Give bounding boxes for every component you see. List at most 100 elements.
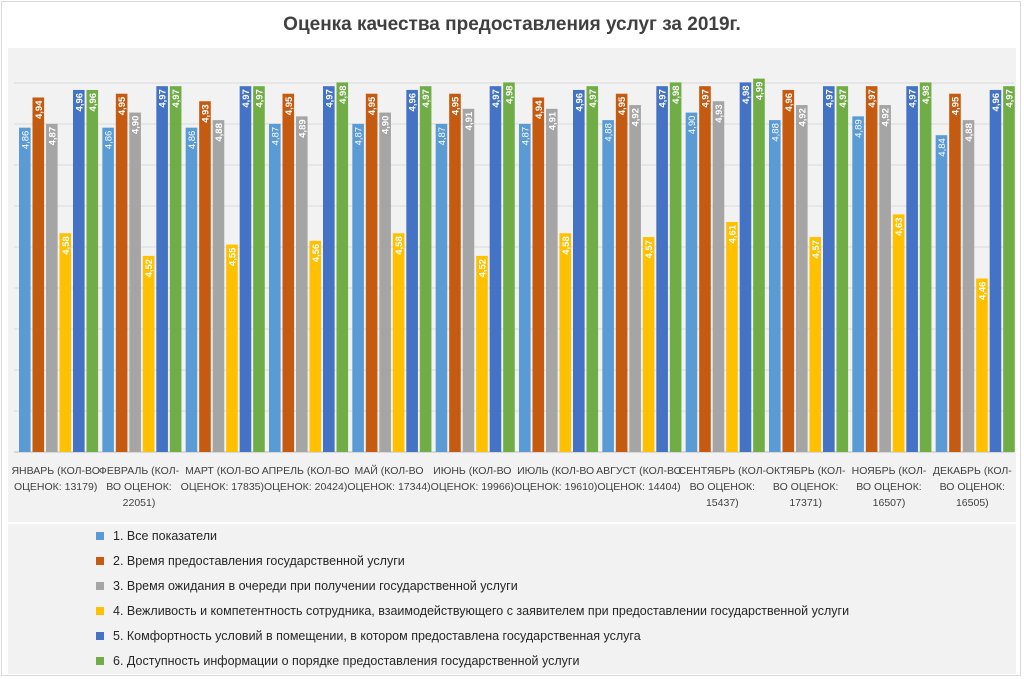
bar-series-1-6 xyxy=(435,123,448,452)
bar-series-4-5 xyxy=(392,233,405,452)
bar-series-5-9 xyxy=(739,82,752,453)
data-label: 4,91 xyxy=(464,111,475,130)
x-tick-label: 16507) xyxy=(873,497,906,509)
x-tick-label: ВО ОЦЕНОК: xyxy=(106,481,171,493)
x-tick-label: МАЙ (КОЛ-ВО xyxy=(355,464,424,477)
data-label: 4,97 xyxy=(171,89,182,108)
bar-series-3-3 xyxy=(212,120,225,452)
data-label: 4,52 xyxy=(144,259,155,278)
data-label: 4,86 xyxy=(104,131,115,150)
x-tick-label: 17371) xyxy=(789,497,822,509)
x-tick-label: ОЦЕНОК: 14404) xyxy=(597,481,680,493)
data-label: 4,95 xyxy=(284,96,295,115)
data-label: 4,95 xyxy=(617,96,628,115)
x-tick-label: ОЦЕНОК: 17344) xyxy=(347,481,430,493)
bar-series-6-12 xyxy=(1003,86,1015,453)
bar-series-5-8 xyxy=(656,86,668,453)
data-label: 4,96 xyxy=(88,93,99,112)
x-tick-label: ИЮЛЬ (КОЛ-ВО xyxy=(517,465,594,477)
data-label: 4,87 xyxy=(354,127,365,146)
x-tick-label: ОЦЕНОК: 13179) xyxy=(14,481,97,493)
legend-label: 1. Все показатели xyxy=(113,529,217,543)
bar-series-4-11 xyxy=(892,214,905,452)
data-label: 4,96 xyxy=(74,93,85,112)
bar-series-2-9 xyxy=(699,86,711,453)
data-label: 4,86 xyxy=(20,131,31,150)
bar-series-5-12 xyxy=(989,89,1002,452)
bar-series-1-7 xyxy=(519,123,531,452)
data-label: 4,95 xyxy=(367,96,378,115)
bar-series-2-3 xyxy=(199,101,211,452)
bar-series-3-5 xyxy=(379,112,391,453)
data-label: 4,46 xyxy=(977,282,988,301)
bar-series-6-9 xyxy=(753,78,765,452)
bar-series-2-12 xyxy=(949,93,961,452)
data-label: 4,90 xyxy=(381,116,392,135)
bar-series-5-7 xyxy=(573,89,585,452)
legend-label: 2. Время предоставления государственной … xyxy=(113,554,405,568)
bar-series-4-3 xyxy=(226,244,238,452)
chart-title: Оценка качества предоставления услуг за … xyxy=(283,14,741,35)
bar-series-4-9 xyxy=(726,221,738,452)
data-label: 4,90 xyxy=(687,116,698,135)
bar-series-6-5 xyxy=(419,86,432,453)
bar-series-2-6 xyxy=(449,93,461,452)
data-label: 4,97 xyxy=(588,89,599,108)
bar-series-5-5 xyxy=(406,89,418,452)
data-label: 4,87 xyxy=(270,127,281,146)
data-label: 4,97 xyxy=(908,89,919,108)
legend-swatch xyxy=(96,607,104,615)
data-label: 4,97 xyxy=(491,89,502,108)
bar-series-3-9 xyxy=(712,101,725,452)
bar-series-3-4 xyxy=(296,116,308,452)
bar-series-1-2 xyxy=(102,127,114,453)
x-tick-label: ЯНВАРЬ (КОЛ-ВО xyxy=(11,465,99,477)
x-tick-label: 16505) xyxy=(956,497,989,509)
bar-series-6-7 xyxy=(586,86,599,453)
data-label: 4,88 xyxy=(770,123,781,142)
data-label: 4,58 xyxy=(61,236,72,255)
bar-series-6-10 xyxy=(836,86,849,453)
legend-item-2: 2. Время предоставления государственной … xyxy=(96,552,405,570)
data-label: 4,96 xyxy=(991,93,1002,112)
bar-series-5-6 xyxy=(489,86,502,453)
data-label: 4,52 xyxy=(477,259,488,278)
bar-series-4-2 xyxy=(142,255,155,452)
bar-series-5-10 xyxy=(823,86,835,453)
data-label: 4,57 xyxy=(811,240,822,259)
bar-series-6-6 xyxy=(503,82,515,453)
bar-series-2-10 xyxy=(782,89,795,452)
bar-series-3-2 xyxy=(129,112,141,453)
bar-series-4-8 xyxy=(642,237,655,452)
x-tick-label: ВО ОЦЕНОК: xyxy=(940,481,1005,493)
data-label: 4,97 xyxy=(824,89,835,108)
legend-item-4: 4. Вежливость и компетентность сотрудник… xyxy=(96,602,849,620)
bar-series-4-7 xyxy=(559,233,572,452)
x-tick-label: АВГУСТ (КОЛ-ВО xyxy=(596,465,682,477)
data-label: 4,92 xyxy=(631,108,642,127)
data-label: 4,96 xyxy=(574,93,585,112)
legend-label: 6. Доступность информации о порядке пред… xyxy=(113,654,580,668)
data-label: 4,97 xyxy=(324,89,335,108)
bar-series-2-11 xyxy=(865,86,878,453)
x-tick-label: СЕНТЯБРЬ (КОЛ- xyxy=(679,465,767,477)
data-label: 4,98 xyxy=(741,85,752,104)
x-tick-label: ОКТЯБРЬ (КОЛ- xyxy=(766,465,846,477)
x-tick-label: ВО ОЦЕНОК: xyxy=(773,481,838,493)
bar-series-4-12 xyxy=(976,278,988,452)
x-tick-label: НОЯБРЬ (КОЛ- xyxy=(852,465,927,477)
bar-series-2-2 xyxy=(115,93,128,452)
bar-series-5-2 xyxy=(156,86,168,453)
data-label: 4,88 xyxy=(964,123,975,142)
data-label: 4,61 xyxy=(727,224,738,243)
bar-series-3-12 xyxy=(962,120,975,452)
x-tick-label: 22051) xyxy=(123,497,156,509)
data-label: 4,91 xyxy=(547,111,558,130)
x-tick-label: МАРТ (КОЛ-ВО xyxy=(185,465,259,477)
data-label: 4,95 xyxy=(950,96,961,115)
legend-item-1: 1. Все показатели xyxy=(96,527,217,545)
bar-series-1-4 xyxy=(269,123,281,452)
bar-series-5-3 xyxy=(239,86,252,453)
bar-series-3-1 xyxy=(46,123,58,452)
